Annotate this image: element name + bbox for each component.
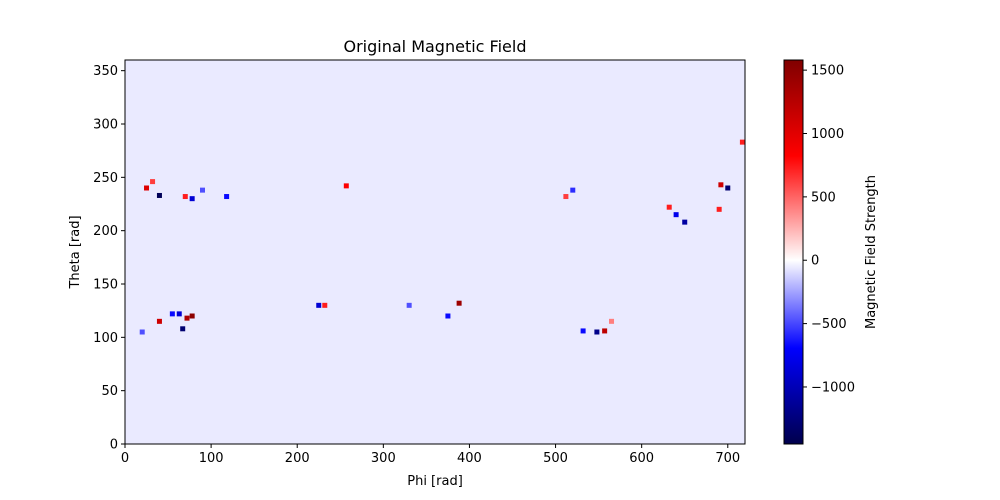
colorbar-ticks: −1000 −500 0 500 1000 1500	[803, 64, 855, 395]
active-region-patch	[456, 300, 462, 306]
y-tick-label: 200	[93, 224, 118, 239]
x-tick-label: 600	[629, 451, 654, 466]
chart-title: Original Magnetic Field	[344, 37, 527, 56]
x-tick-label: 300	[371, 451, 396, 466]
active-region-patch	[180, 326, 186, 332]
active-region-patch	[563, 194, 569, 200]
active-region-patch	[343, 183, 349, 189]
active-regions	[139, 139, 745, 335]
active-region-patch	[580, 328, 586, 334]
active-region-patch	[739, 139, 745, 145]
x-tick-label: 200	[285, 451, 310, 466]
active-region-patch	[156, 192, 162, 198]
y-tick-label: 150	[93, 278, 118, 293]
x-axis-ticks: 0 100 200 300 400 500 600 700	[121, 444, 740, 466]
colorbar-label: Magnetic Field Strength	[864, 175, 879, 329]
colorbar-tick-label: 1000	[811, 127, 844, 142]
active-region-patch	[725, 185, 731, 191]
active-region-patch	[602, 328, 608, 334]
colorbar-tick-label: 500	[811, 190, 836, 205]
active-region-patch	[406, 302, 412, 308]
y-tick-label: 250	[93, 171, 118, 186]
active-region-patch	[150, 179, 156, 185]
y-tick-label: 0	[110, 438, 118, 453]
active-region-patch	[718, 182, 724, 188]
heatmap-area	[125, 60, 745, 444]
active-region-patch	[169, 311, 175, 317]
active-region-patch	[139, 329, 145, 335]
y-tick-label: 100	[93, 331, 118, 346]
active-region-patch	[156, 318, 162, 324]
active-region-patch	[189, 196, 195, 202]
active-region-patch	[594, 329, 600, 335]
y-axis-ticks: 0 50 100 150 200 250 300 350	[93, 64, 125, 453]
active-region-patch	[200, 187, 205, 193]
y-tick-label: 50	[101, 384, 118, 399]
active-region-patch	[189, 313, 195, 319]
plot-frame	[124, 59, 746, 445]
colorbar-tick-label: 1500	[811, 64, 844, 79]
colorbar	[783, 59, 804, 445]
y-tick-label: 300	[93, 118, 118, 133]
active-region-patch	[682, 219, 688, 225]
x-tick-label: 0	[121, 451, 129, 466]
active-region-patch	[609, 318, 615, 324]
active-region-patch	[144, 185, 150, 191]
x-axis-label: Phi [rad]	[407, 474, 463, 489]
active-region-patch	[182, 194, 188, 200]
active-region-patch	[673, 212, 679, 218]
active-region-patch	[316, 302, 322, 308]
x-tick-label: 500	[543, 451, 568, 466]
active-region-patch	[716, 206, 722, 212]
x-tick-label: 700	[715, 451, 740, 466]
active-region-patch	[176, 311, 182, 317]
colorbar-tick-label: 0	[811, 254, 819, 269]
colorbar-tick-label: −1000	[811, 380, 855, 395]
active-region-patch	[224, 194, 230, 200]
active-region-patch	[570, 187, 576, 193]
active-region-patch	[445, 313, 451, 319]
active-region-patch	[322, 302, 328, 308]
active-region-patch	[666, 204, 672, 210]
y-axis-label: Theta [rad]	[68, 215, 83, 289]
x-tick-label: 100	[199, 451, 224, 466]
y-tick-label: 350	[93, 64, 118, 79]
x-tick-label: 400	[457, 451, 482, 466]
active-region-patch	[184, 315, 190, 321]
colorbar-tick-label: −500	[811, 317, 847, 332]
heatmap-background	[125, 60, 745, 444]
